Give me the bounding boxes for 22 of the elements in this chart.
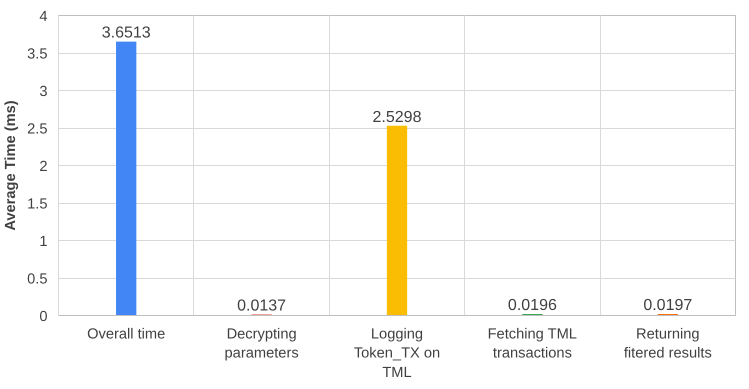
data-label: 3.6513 [102, 24, 151, 42]
y-tick-label: 0 [39, 309, 48, 325]
y-tick-label: 3 [39, 84, 48, 100]
x-tick-label: Overall time [87, 326, 166, 342]
bar [386, 126, 408, 316]
y-tick-label: 0.5 [27, 272, 48, 288]
x-tick-label: Returning fitered results [624, 326, 712, 362]
x-tick-label: Fetching TML transactions [488, 326, 577, 362]
data-label: 0.0197 [643, 297, 692, 314]
y-tick-label: 2.5 [27, 122, 48, 138]
y-tick-label: 1 [39, 234, 48, 250]
y-axis-title: Average Time (ms) [3, 100, 20, 231]
data-label: 0.0137 [237, 297, 286, 314]
x-tick-label: Logging Token_TX on TML [354, 326, 440, 381]
data-label: 2.5298 [372, 108, 422, 126]
y-tick-label: 3.5 [27, 46, 48, 62]
y-tick-label: 4 [39, 9, 48, 25]
bar [116, 42, 136, 316]
x-tick-label: Decrypting parameters [224, 326, 299, 362]
y-tick-label: 1.5 [27, 196, 48, 212]
data-label: 0.0196 [508, 297, 557, 314]
y-tick-label: 2 [39, 159, 48, 175]
